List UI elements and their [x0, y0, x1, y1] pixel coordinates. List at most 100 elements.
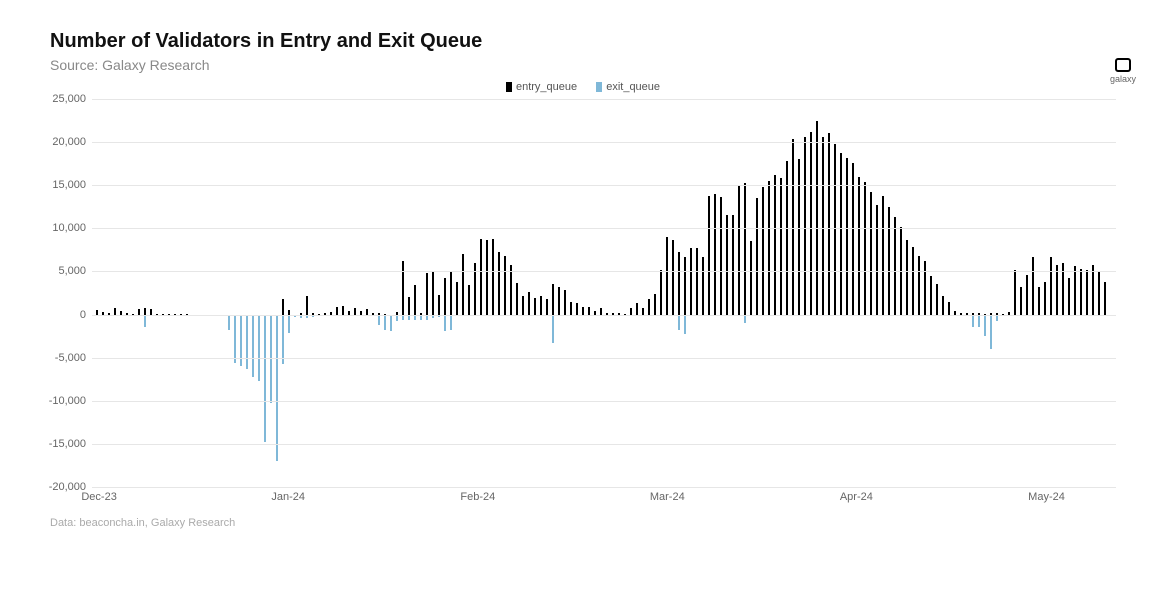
- entry-bar: [1074, 266, 1076, 314]
- entry-bar: [528, 292, 530, 314]
- entry-bar: [786, 161, 788, 314]
- gridline: [92, 271, 1116, 272]
- entry-bar: [870, 192, 872, 314]
- entry-bar: [1050, 257, 1052, 315]
- entry-bar: [342, 306, 344, 315]
- entry-bar: [402, 261, 404, 314]
- entry-bar: [558, 287, 560, 315]
- entry-bar: [504, 256, 506, 315]
- entry-bar: [522, 296, 524, 315]
- entry-bar: [678, 252, 680, 314]
- logo-text: galaxy: [1110, 74, 1136, 84]
- entry-bar: [582, 307, 584, 315]
- entry-bar: [882, 196, 884, 314]
- entry-bar: [690, 248, 692, 314]
- entry-bar: [564, 290, 566, 314]
- entry-bar: [828, 133, 830, 314]
- entry-bar: [876, 205, 878, 315]
- entry-bar: [432, 271, 434, 314]
- gridline: [92, 315, 1116, 316]
- exit-bar: [450, 315, 452, 331]
- gridline: [92, 444, 1116, 445]
- exit-bar: [984, 315, 986, 337]
- entry-bar: [942, 296, 944, 315]
- y-label: 25,000: [42, 93, 86, 105]
- entry-bar: [888, 207, 890, 315]
- exit-bar: [990, 315, 992, 349]
- entry-bar: [696, 248, 698, 314]
- entry-bar: [1044, 282, 1046, 315]
- x-label: Apr-24: [840, 491, 873, 503]
- gridline: [92, 185, 1116, 186]
- entry-bar: [744, 183, 746, 314]
- y-label: 15,000: [42, 179, 86, 191]
- logo-icon: [1115, 58, 1131, 72]
- entry-bar: [810, 132, 812, 315]
- exit-bar: [282, 315, 284, 364]
- entry-bar: [1032, 257, 1034, 315]
- entry-bar: [552, 284, 554, 314]
- exit-bar: [288, 315, 290, 333]
- legend-label-entry: entry_queue: [516, 81, 577, 93]
- entry-bar: [1086, 270, 1088, 315]
- entry-bar: [450, 271, 452, 314]
- entry-bar: [1092, 265, 1094, 314]
- entry-bar: [600, 308, 602, 315]
- entry-bar: [768, 181, 770, 315]
- entry-bar: [336, 307, 338, 315]
- entry-bar: [1080, 269, 1082, 315]
- chart-area: 25,00020,00015,00010,0005,0000-5,000-10,…: [92, 99, 1116, 509]
- exit-bar: [264, 315, 266, 443]
- y-label: 0: [42, 309, 86, 321]
- entry-bar: [1104, 282, 1106, 315]
- entry-bar: [708, 196, 710, 315]
- exit-bar: [246, 315, 248, 369]
- entry-bar: [630, 308, 632, 315]
- entry-bar: [924, 261, 926, 314]
- entry-bar: [732, 215, 734, 314]
- entry-bar: [114, 308, 116, 315]
- entry-bar: [1014, 270, 1016, 315]
- entry-bar: [438, 295, 440, 315]
- entry-bar: [906, 240, 908, 315]
- entry-bar: [840, 153, 842, 314]
- entry-bar: [408, 297, 410, 314]
- entry-bar: [570, 302, 572, 315]
- entry-bar: [714, 194, 716, 315]
- entry-bar: [666, 237, 668, 315]
- x-label: Jan-24: [271, 491, 305, 503]
- gridline: [92, 142, 1116, 143]
- entry-bar: [846, 158, 848, 314]
- entry-bar: [144, 308, 146, 315]
- entry-bar: [948, 302, 950, 314]
- exit-bar: [444, 315, 446, 331]
- entry-bar: [930, 276, 932, 315]
- entry-bar: [354, 308, 356, 315]
- entry-bar: [498, 252, 500, 314]
- entry-bar: [804, 137, 806, 315]
- entry-bar: [306, 296, 308, 314]
- entry-bar: [864, 182, 866, 315]
- chart-title: Number of Validators in Entry and Exit Q…: [50, 30, 1116, 53]
- entry-bar: [636, 303, 638, 314]
- y-label: 10,000: [42, 222, 86, 234]
- y-label: -10,000: [42, 395, 86, 407]
- entry-bar: [726, 215, 728, 314]
- entry-bar: [798, 159, 800, 314]
- entry-bar: [822, 137, 824, 315]
- exit-bar: [384, 315, 386, 331]
- entry-bar: [780, 178, 782, 314]
- entry-bar: [546, 299, 548, 315]
- entry-bar: [414, 285, 416, 314]
- entry-bar: [1020, 287, 1022, 315]
- entry-bar: [816, 121, 818, 314]
- entry-bar: [456, 282, 458, 315]
- exit-bar: [258, 315, 260, 381]
- gridline: [92, 401, 1116, 402]
- entry-bar: [282, 299, 284, 315]
- entry-bar: [588, 307, 590, 315]
- entry-bar: [660, 270, 662, 315]
- chart-subtitle: Source: Galaxy Research: [50, 57, 1116, 73]
- exit-bar: [228, 315, 230, 331]
- entry-bar: [936, 284, 938, 315]
